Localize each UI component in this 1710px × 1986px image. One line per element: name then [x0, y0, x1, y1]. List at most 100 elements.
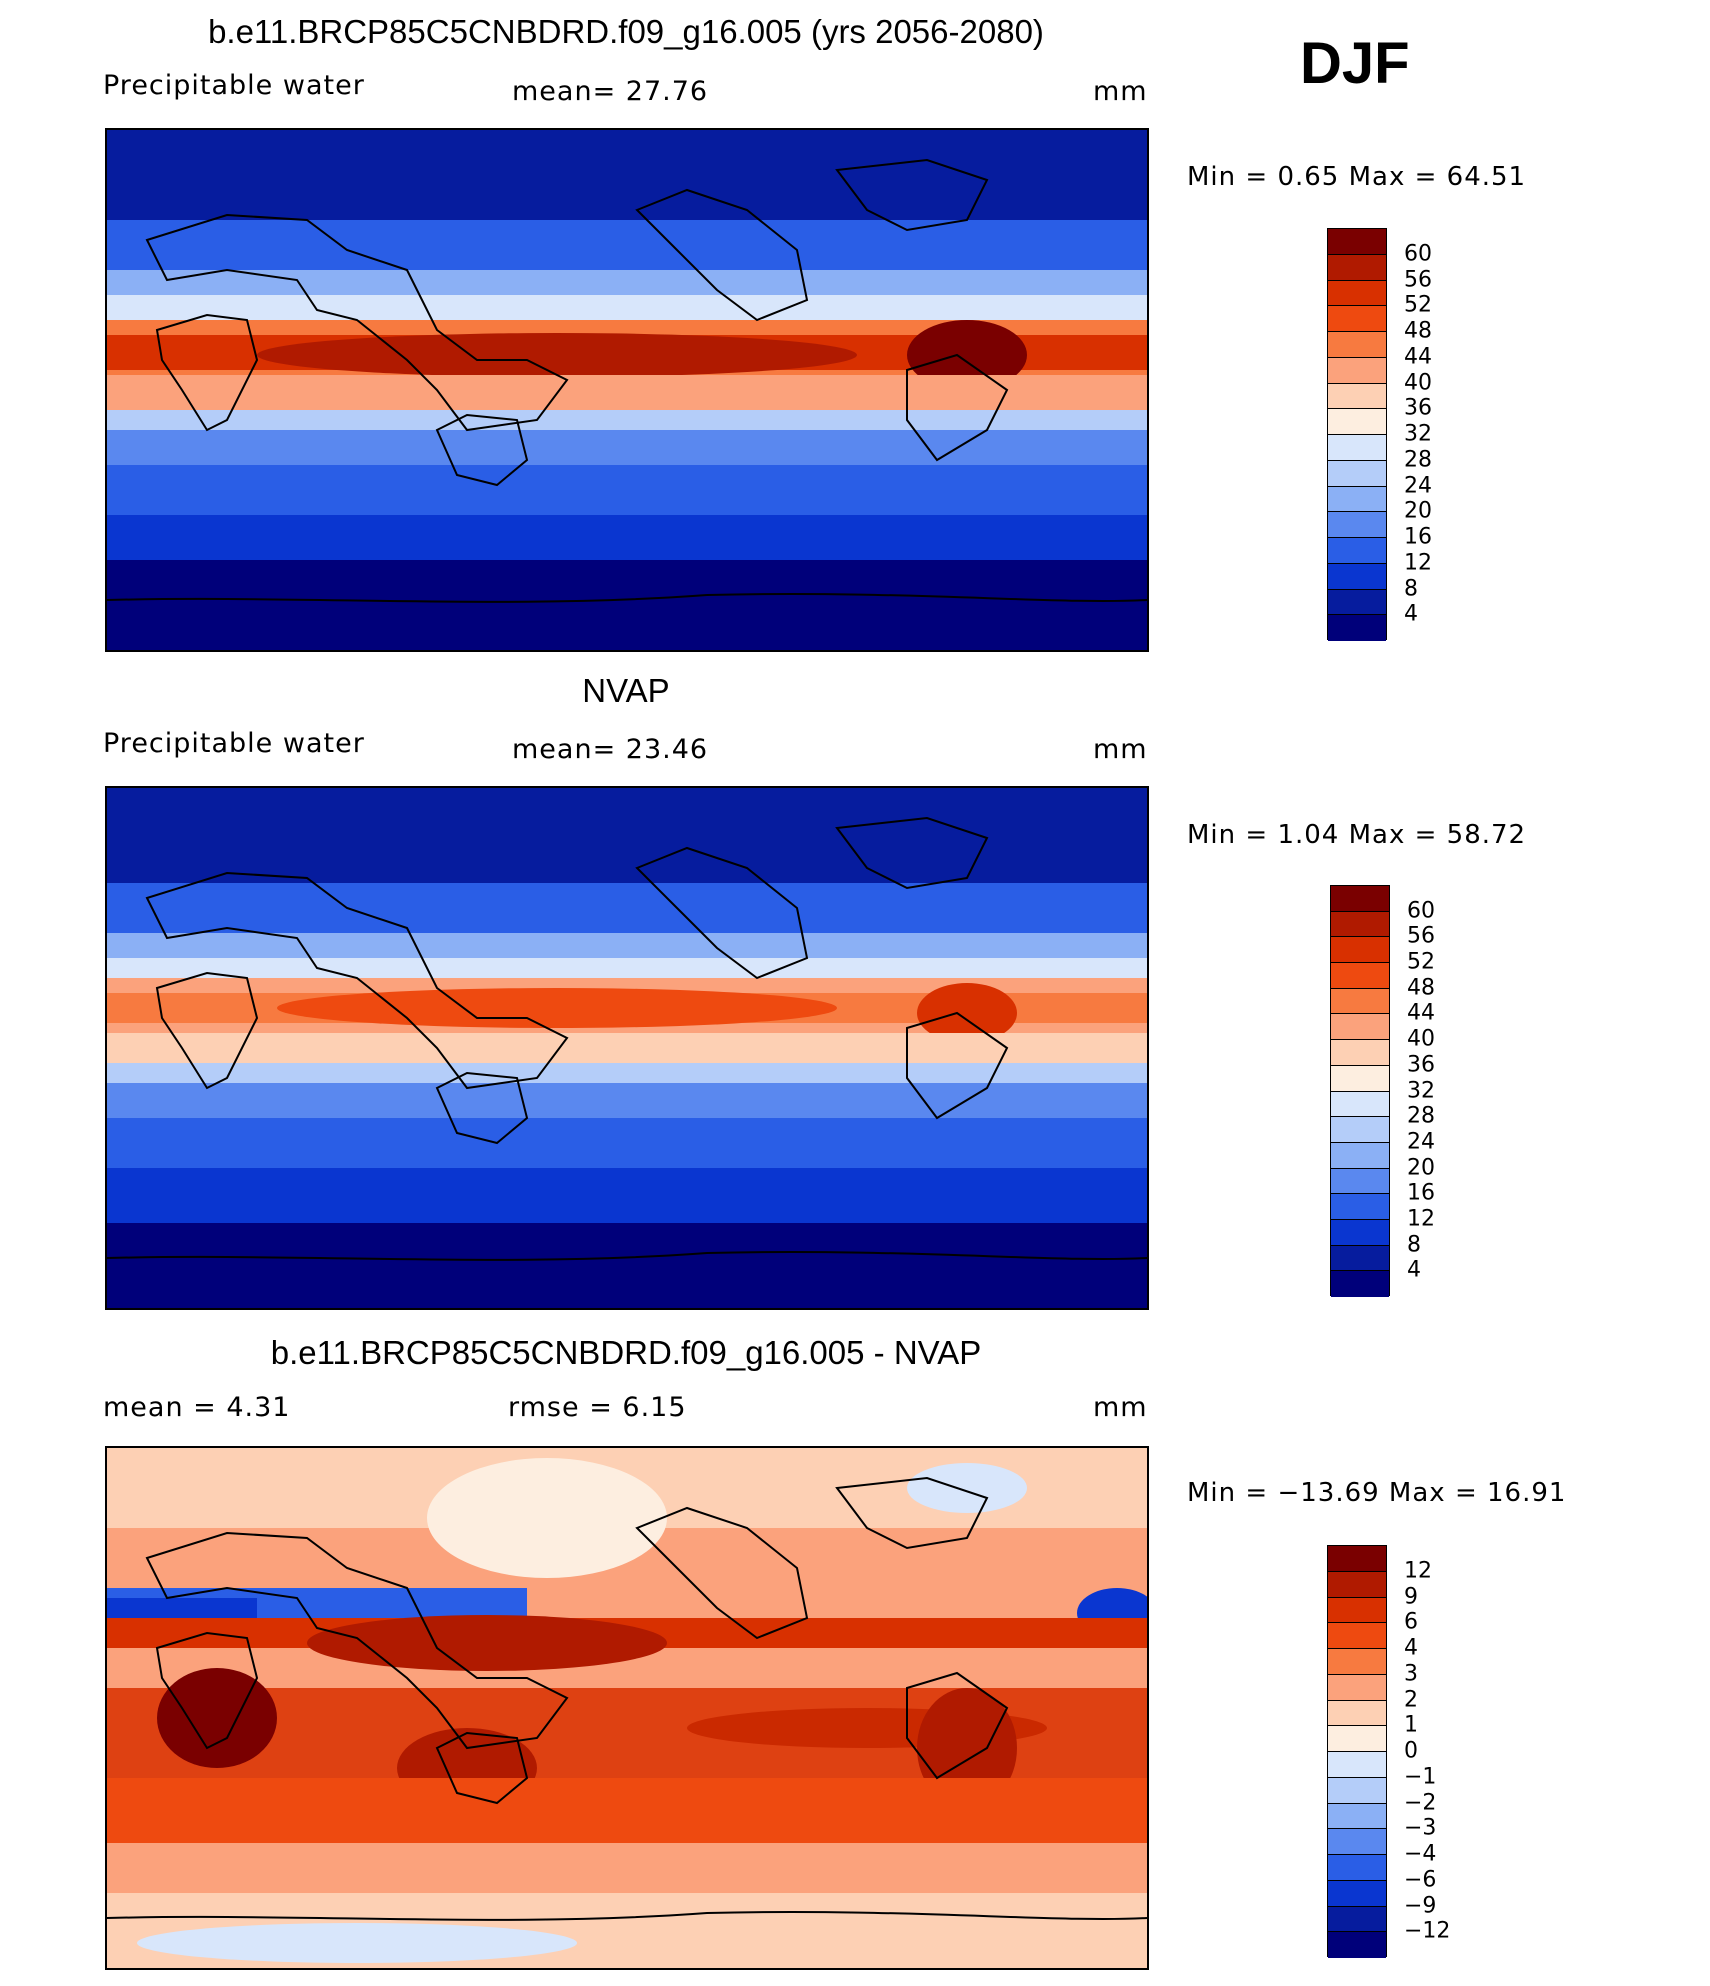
colorbar-swatch — [1328, 460, 1386, 487]
colorbar-tick-label: 44 — [1407, 1000, 1435, 1026]
mean-label: mean= 27.76 — [512, 76, 709, 107]
colorbar-tick-label: 20 — [1407, 1155, 1435, 1181]
colorbar-swatch — [1331, 963, 1389, 989]
colorbar-swatch — [1328, 306, 1386, 332]
variable-label: Precipitable water — [103, 728, 365, 759]
colorbar — [1327, 1545, 1387, 1958]
season-label: DJF — [1300, 31, 1410, 96]
minmax-label: Min = 1.04 Max = 58.72 — [1187, 820, 1527, 850]
colorbar-swatch — [1328, 357, 1386, 384]
units-label: mm — [1093, 1392, 1148, 1423]
colorbar-tick-label: 60 — [1404, 241, 1432, 267]
colorbar — [1330, 885, 1390, 1297]
colorbar-swatch — [1328, 538, 1386, 564]
colorbar-swatch — [1328, 280, 1386, 307]
colorbar-tick-label: 8 — [1404, 576, 1418, 601]
colorbar-swatch — [1328, 1932, 1386, 1958]
colorbar-swatch — [1328, 512, 1386, 538]
colorbar-tick-label: 48 — [1404, 318, 1432, 344]
colorbar-swatch — [1328, 435, 1386, 461]
colorbar-swatch — [1331, 886, 1389, 912]
contour-map — [105, 128, 1149, 652]
colorbar-tick-label: 12 — [1404, 1558, 1432, 1584]
colorbar-swatch — [1328, 254, 1386, 281]
colorbar-tick-label: 40 — [1407, 1026, 1435, 1052]
colorbar-swatch — [1328, 383, 1386, 410]
colorbar-swatch — [1328, 1752, 1386, 1778]
colorbar-tick-label: 4 — [1404, 601, 1418, 627]
colorbar-tick-label: 52 — [1407, 949, 1435, 975]
colorbar-tick-label: 36 — [1407, 1052, 1435, 1078]
colorbar-tick-label: −4 — [1404, 1841, 1437, 1867]
colorbar-tick-label: −9 — [1404, 1893, 1437, 1918]
colorbar-swatch — [1328, 1571, 1386, 1598]
colorbar-tick-label: 28 — [1404, 447, 1432, 473]
colorbar-tick-label: 40 — [1404, 370, 1432, 395]
colorbar-swatch — [1328, 1726, 1386, 1752]
colorbar-swatch — [1328, 615, 1386, 641]
colorbar-tick-label: 6 — [1404, 1609, 1418, 1635]
colorbar-tick-label: 9 — [1404, 1584, 1418, 1609]
colorbar-swatch — [1331, 1194, 1389, 1220]
colorbar-tick-label: 52 — [1404, 292, 1432, 318]
colorbar-swatch — [1328, 1649, 1386, 1675]
colorbar-tick-label: −1 — [1404, 1764, 1437, 1790]
colorbar-swatch — [1328, 1855, 1386, 1881]
colorbar-tick-label: 16 — [1407, 1180, 1435, 1206]
colorbar-swatch — [1328, 589, 1386, 616]
variable-label: Precipitable water — [103, 70, 365, 101]
colorbar-tick-label: 0 — [1404, 1738, 1418, 1764]
minmax-label: Min = −13.69 Max = 16.91 — [1187, 1478, 1567, 1508]
contour-map — [105, 1446, 1149, 1970]
colorbar-tick-label: 32 — [1404, 421, 1432, 447]
colorbar-tick-label: 48 — [1407, 975, 1435, 1001]
colorbar-swatch — [1328, 409, 1386, 435]
rmse-label: rmse = 6.15 — [508, 1392, 687, 1423]
colorbar-tick-label: 56 — [1407, 923, 1435, 949]
colorbar-tick-label: 12 — [1407, 1206, 1435, 1232]
colorbar-swatch — [1331, 1245, 1389, 1272]
colorbar-swatch — [1331, 1091, 1389, 1118]
colorbar-swatch — [1328, 1700, 1386, 1727]
colorbar-swatch — [1331, 1142, 1389, 1169]
colorbar-swatch — [1331, 988, 1389, 1015]
panel-title: b.e11.BRCP85C5CNBDRD.f09_g16.005 - NVAP — [270, 1334, 982, 1371]
colorbar-swatch — [1328, 1597, 1386, 1624]
colorbar-swatch — [1328, 563, 1386, 590]
colorbar-tick-label: 24 — [1407, 1129, 1435, 1155]
minmax-label: Min = 0.65 Max = 64.51 — [1187, 162, 1527, 192]
colorbar-swatch — [1328, 1674, 1386, 1701]
colorbar-tick-label: 20 — [1404, 498, 1432, 524]
panel-title: NVAP — [582, 672, 670, 709]
colorbar-swatch — [1328, 229, 1386, 255]
precip-water-map — [107, 130, 1147, 650]
colorbar-tick-label: 32 — [1407, 1078, 1435, 1103]
panel-title: b.e11.BRCP85C5CNBDRD.f09_g16.005 (yrs 20… — [208, 13, 1044, 50]
colorbar-swatch — [1328, 1803, 1386, 1830]
colorbar-swatch — [1328, 332, 1386, 358]
colorbar-swatch — [1328, 1906, 1386, 1933]
colorbar-tick-label: 2 — [1404, 1687, 1418, 1712]
colorbar-swatch — [1328, 1829, 1386, 1855]
colorbar-tick-label: 28 — [1407, 1103, 1435, 1129]
mean-label: mean = 4.31 — [103, 1392, 291, 1423]
colorbar-swatch — [1331, 1168, 1389, 1195]
colorbar-tick-label: −12 — [1404, 1918, 1451, 1944]
colorbar-swatch — [1328, 486, 1386, 513]
colorbar-tick-label: 3 — [1404, 1661, 1418, 1687]
colorbar-tick-label: 44 — [1404, 344, 1432, 370]
colorbar-tick-label: −2 — [1404, 1790, 1437, 1815]
colorbar-swatch — [1328, 1777, 1386, 1804]
colorbar-swatch — [1331, 1040, 1389, 1066]
colorbar-tick-label: 36 — [1404, 395, 1432, 421]
colorbar-tick-label: 56 — [1404, 267, 1432, 292]
contour-map — [105, 786, 1149, 1310]
colorbar-tick-label: 1 — [1404, 1712, 1418, 1738]
colorbar-swatch — [1328, 1546, 1386, 1572]
units-label: mm — [1093, 734, 1148, 765]
colorbar-swatch — [1331, 1219, 1389, 1246]
colorbar-tick-label: 12 — [1404, 550, 1432, 576]
colorbar-tick-label: 24 — [1404, 473, 1432, 498]
colorbar-tick-label: 8 — [1407, 1232, 1421, 1258]
colorbar-swatch — [1331, 1014, 1389, 1041]
